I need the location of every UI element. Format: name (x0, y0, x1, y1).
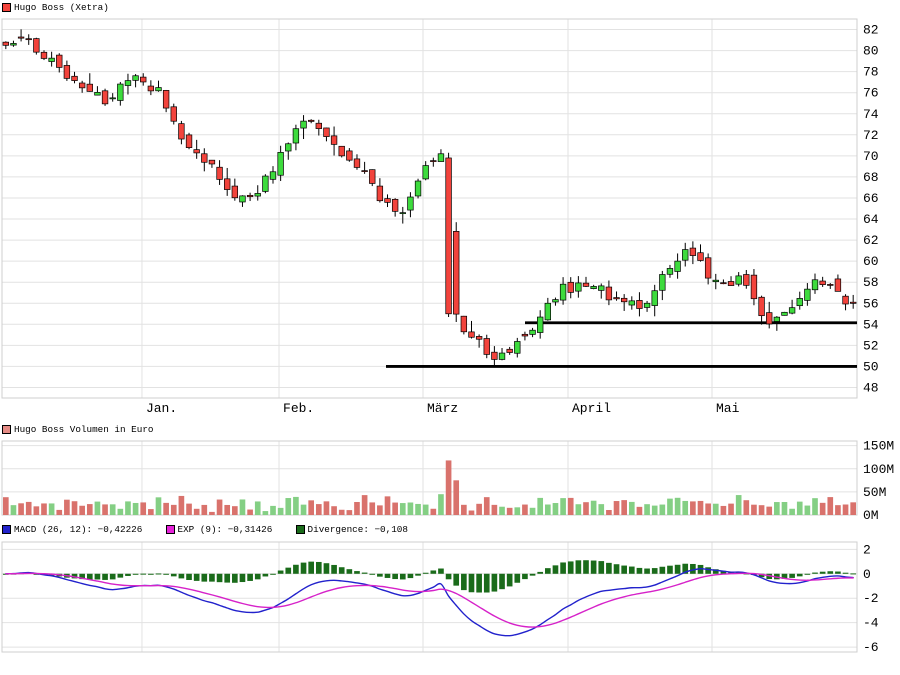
svg-text:Jan.: Jan. (146, 401, 177, 416)
svg-text:April: April (572, 401, 611, 416)
svg-text:72: 72 (863, 128, 879, 143)
svg-text:66: 66 (863, 191, 879, 206)
svg-text:Feb.: Feb. (283, 401, 314, 416)
svg-text:2: 2 (863, 542, 871, 557)
svg-text:-4: -4 (863, 616, 879, 631)
svg-text:64: 64 (863, 212, 879, 227)
svg-text:0M: 0M (863, 508, 879, 523)
svg-text:52: 52 (863, 338, 879, 353)
svg-text:56: 56 (863, 296, 879, 311)
svg-text:70: 70 (863, 149, 879, 164)
svg-text:54: 54 (863, 317, 879, 332)
svg-text:Mai: Mai (716, 401, 740, 416)
svg-text:62: 62 (863, 233, 879, 248)
svg-text:150M: 150M (863, 439, 894, 454)
svg-text:März: März (427, 401, 458, 416)
svg-text:0: 0 (863, 567, 871, 582)
svg-text:74: 74 (863, 107, 879, 122)
svg-text:58: 58 (863, 275, 879, 290)
svg-text:50: 50 (863, 359, 879, 374)
svg-text:-6: -6 (863, 640, 879, 655)
svg-text:80: 80 (863, 44, 879, 59)
svg-text:60: 60 (863, 254, 879, 269)
svg-text:78: 78 (863, 65, 879, 80)
svg-text:50M: 50M (863, 485, 886, 500)
svg-text:48: 48 (863, 380, 879, 395)
svg-text:76: 76 (863, 86, 879, 101)
svg-text:82: 82 (863, 23, 879, 38)
svg-text:-2: -2 (863, 591, 879, 606)
svg-text:68: 68 (863, 170, 879, 185)
svg-text:100M: 100M (863, 462, 894, 477)
